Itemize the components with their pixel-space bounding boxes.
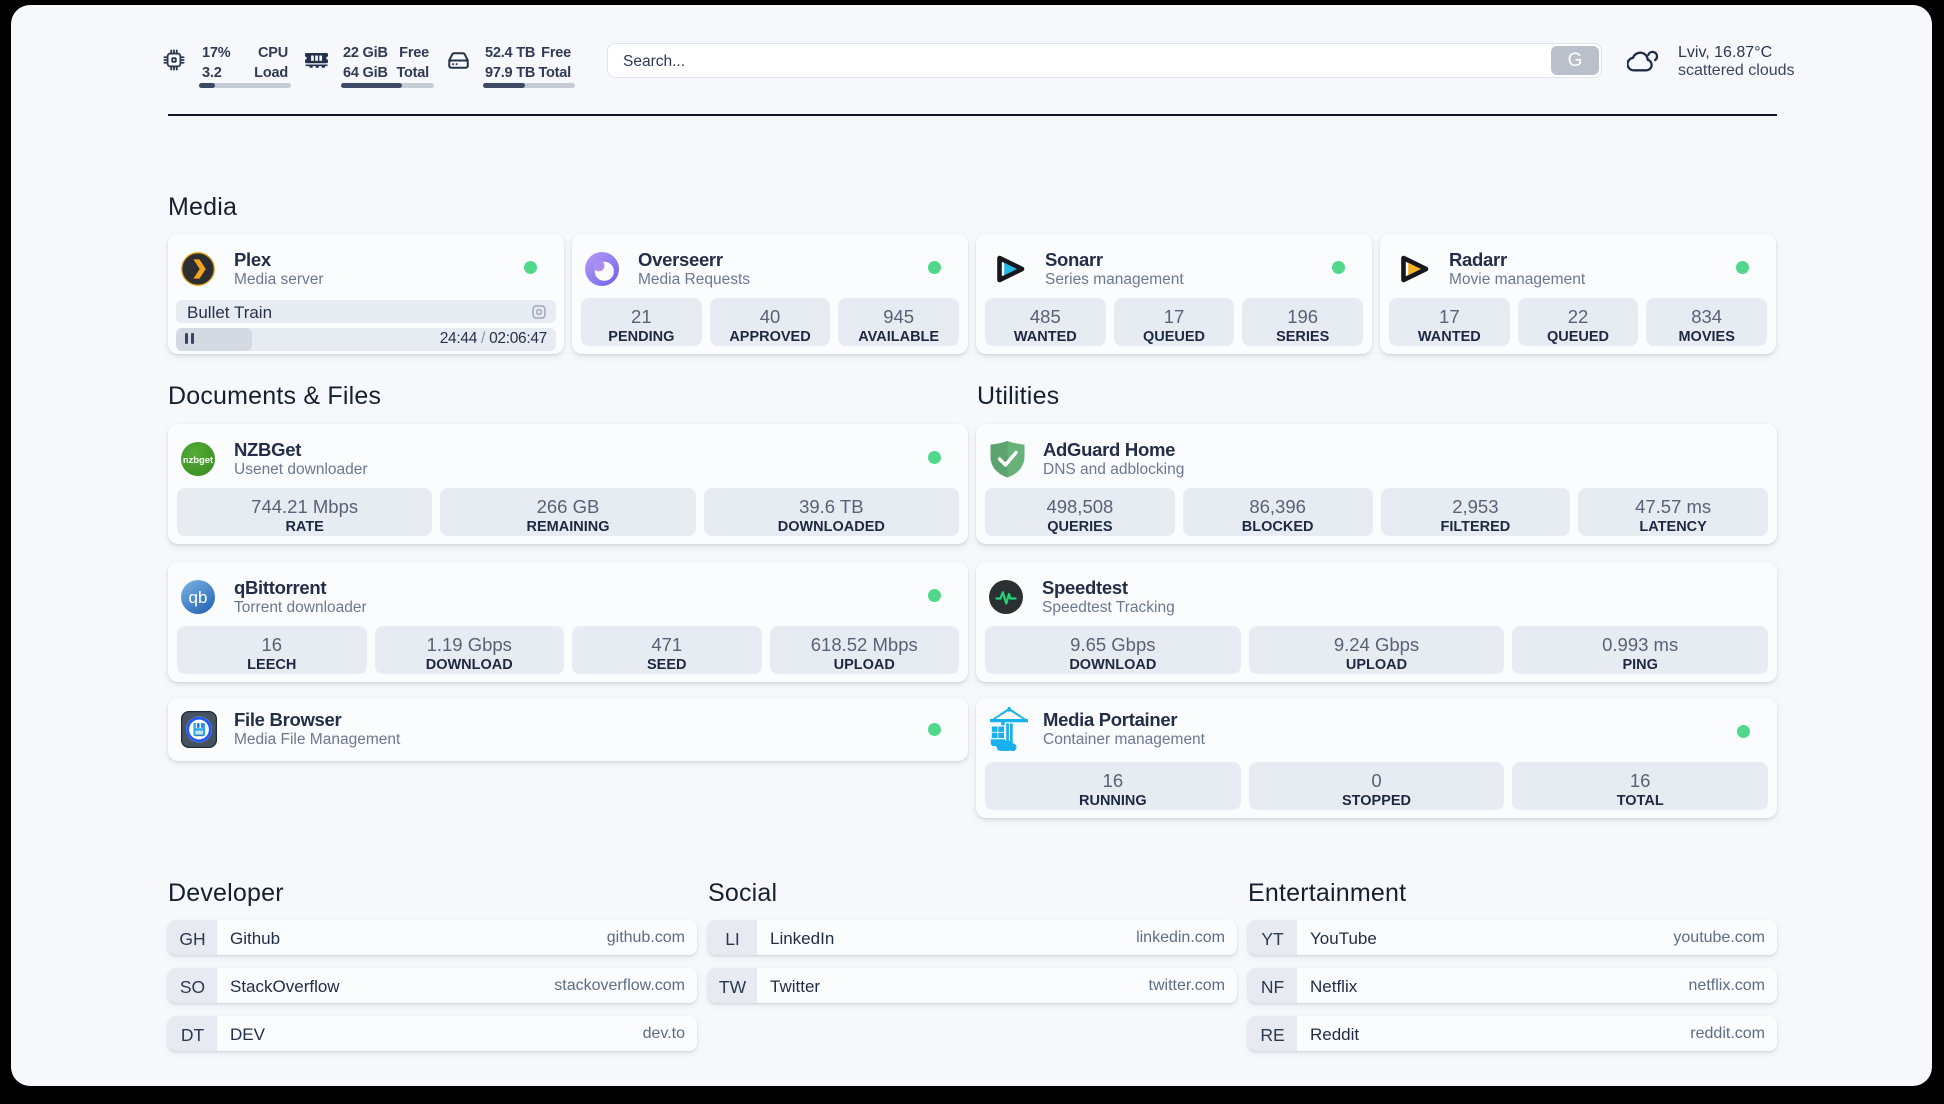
svg-text:qb: qb (189, 588, 208, 607)
svg-text:nzbget: nzbget (183, 454, 213, 465)
